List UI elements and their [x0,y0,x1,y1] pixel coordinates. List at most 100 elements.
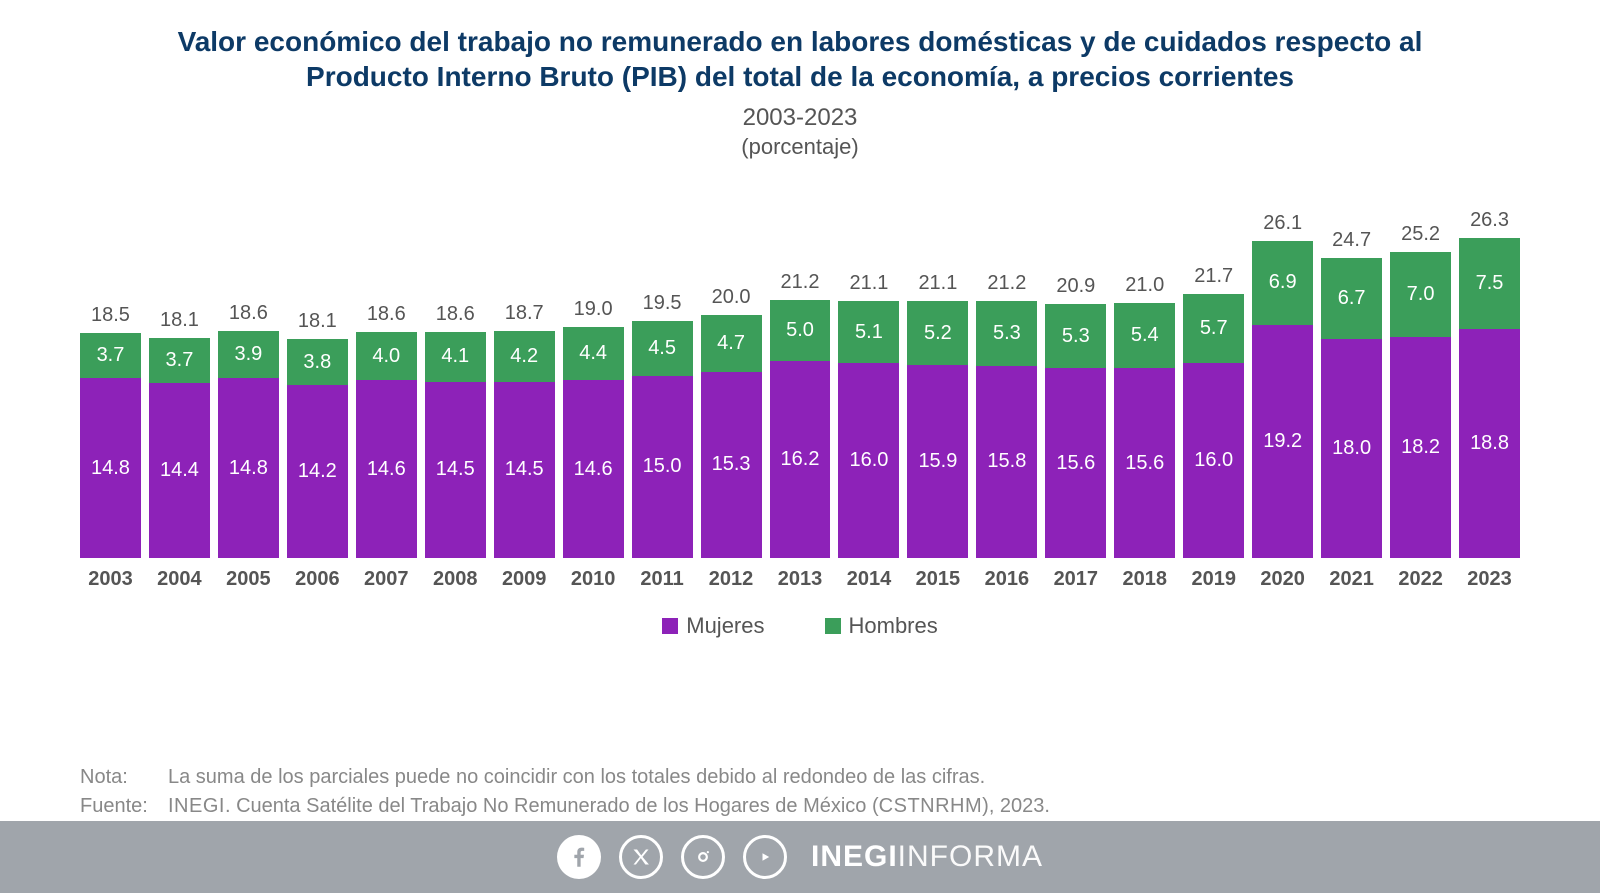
bar-total-label: 21.1 [907,272,968,295]
x-tick-label: 2003 [80,568,141,591]
bar-segment-hombres: 5.7 [1183,294,1244,363]
notes-block: Nota: La suma de los parciales puede no … [0,745,1600,821]
bar-segment-mujeres: 14.2 [287,385,348,558]
bar-segment-hombres: 4.5 [632,321,693,376]
bar-segment-hombres: 3.9 [218,331,279,378]
bar-total-label: 19.5 [632,292,693,315]
bar-segment-hombres: 4.7 [701,315,762,372]
legend-item: Hombres [825,613,938,639]
title-block: Valor económico del trabajo no remunerad… [0,0,1600,160]
fuente-acronym-sc: CSTNRHM [879,795,983,817]
footer-brand-light: INFORMA [898,840,1043,873]
bar-column: 24.76.718.0 [1321,229,1382,558]
x-tick-label: 2014 [838,568,899,591]
bar-segment-mujeres: 15.3 [701,372,762,558]
nota-text: La suma de los parciales puede no coinci… [168,763,985,792]
footer-brand-bold: INEGI [811,840,898,873]
bar-segment-hombres: 4.1 [425,332,486,382]
bar-total-label: 20.0 [701,286,762,309]
bar-total-label: 26.3 [1459,209,1520,232]
bar-column: 18.13.814.2 [287,310,348,558]
x-tick-label: 2013 [770,568,831,591]
bar-column: 26.37.518.8 [1459,209,1520,558]
fuente-label: Fuente: [80,792,150,821]
bar-segment-mujeres: 15.0 [632,376,693,558]
legend-label: Hombres [849,613,938,639]
bar-column: 21.1 5.116.0 [838,272,899,558]
bar-column: 18.13.714.4 [149,309,210,558]
bar-column: 20.95.315.6 [1045,275,1106,558]
x-tick-label: 2020 [1252,568,1313,591]
bar-column: 21.25.315.8 [976,272,1037,558]
bar-column: 19.04.414.6 [563,298,624,558]
footer: INEGIINFORMA [0,821,1600,893]
x-tick-label: 2005 [218,568,279,591]
bar-total-label: 18.5 [80,304,141,327]
x-tick-label: 2015 [907,568,968,591]
x-tick-label: 2004 [149,568,210,591]
fuente-row: Fuente: INEGI. Cuenta Satélite del Traba… [80,792,1520,821]
bar-column: 21.7 5.716.0 [1183,265,1244,558]
x-tick-label: 2019 [1183,568,1244,591]
x-tick-label: 2007 [356,568,417,591]
x-tick-label: 2006 [287,568,348,591]
bar-total-label: 21.1 [838,272,899,295]
chart-subtitle-range: 2003-2023 [0,104,1600,132]
bar-segment-hombres: 5.4 [1114,303,1175,369]
bar-total-label: 26.1 [1252,212,1313,235]
bar-total-label: 18.6 [356,303,417,326]
bar-total-label: 19.0 [563,298,624,321]
bar-segment-mujeres: 15.6 [1045,368,1106,558]
bar-segment-hombres: 7.5 [1459,238,1520,329]
stacked-bar-chart: 18.53.714.818.13.714.418.63.914.818.13.8… [80,168,1520,558]
bar-total-label: 21.7 [1183,265,1244,288]
bar-segment-hombres: 5.1 [838,301,899,363]
x-tick-label: 2008 [425,568,486,591]
bar-column: 19.5 4.515.0 [632,292,693,558]
bar-segment-mujeres: 16.0 [1183,363,1244,558]
x-axis: 2003200420052006200720082009201020112012… [80,568,1520,591]
x-tick-label: 2021 [1321,568,1382,591]
bar-segment-mujeres: 18.2 [1390,337,1451,558]
bar-segment-mujeres: 19.2 [1252,325,1313,558]
chart-area: 18.53.714.818.13.714.418.63.914.818.13.8… [0,160,1600,745]
youtube-icon[interactable] [743,835,787,879]
bar-column: 26.16.919.2 [1252,212,1313,558]
bar-segment-mujeres: 14.5 [425,382,486,558]
bar-segment-mujeres: 16.2 [770,361,831,558]
bars-container: 18.53.714.818.13.714.418.63.914.818.13.8… [80,168,1520,558]
x-tick-label: 2009 [494,568,555,591]
bar-total-label: 21.0 [1114,274,1175,297]
instagram-icon[interactable] [681,835,725,879]
bar-segment-hombres: 3.7 [80,333,141,378]
legend-label: Mujeres [686,613,764,639]
x-tick-label: 2011 [632,568,693,591]
bar-segment-hombres: 4.0 [356,332,417,381]
footer-brand: INEGIINFORMA [811,840,1043,874]
bar-segment-mujeres: 15.6 [1114,368,1175,558]
bar-total-label: 18.7 [494,302,555,325]
bar-total-label: 20.9 [1045,275,1106,298]
bar-segment-mujeres: 16.0 [838,363,899,558]
nota-row: Nota: La suma de los parciales puede no … [80,763,1520,792]
bar-segment-hombres: 6.7 [1321,258,1382,339]
chart-title: Valor económico del trabajo no remunerad… [125,24,1475,94]
bar-column: 18.74.214.5 [494,302,555,558]
bar-total-label: 21.2 [770,271,831,294]
bar-total-label: 18.1 [287,310,348,333]
bar-segment-mujeres: 14.4 [149,383,210,558]
nota-label: Nota: [80,763,150,792]
bar-segment-mujeres: 14.6 [563,380,624,558]
x-tick-label: 2012 [701,568,762,591]
bar-segment-mujeres: 14.8 [80,378,141,558]
fuente-text: INEGI. Cuenta Satélite del Trabajo No Re… [168,792,1050,821]
page: Valor económico del trabajo no remunerad… [0,0,1600,893]
bar-column: 18.5 3.714.8 [80,304,141,558]
bar-column: 21.15.215.9 [907,272,968,558]
x-tick-label: 2018 [1114,568,1175,591]
x-tick-label: 2017 [1045,568,1106,591]
x-twitter-icon[interactable] [619,835,663,879]
bar-total-label: 24.7 [1321,229,1382,252]
facebook-icon[interactable] [557,835,601,879]
bar-total-label: 18.6 [425,303,486,326]
